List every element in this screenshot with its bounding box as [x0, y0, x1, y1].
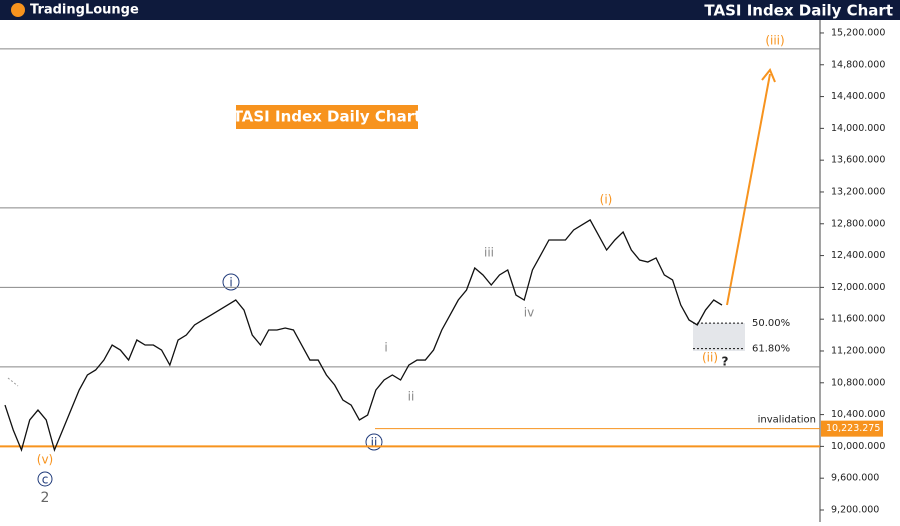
y-tick-label: 14,800.000 [831, 59, 885, 70]
y-tick-label: 12,000.000 [831, 282, 885, 293]
header-title: TASI Index Daily Chart [704, 2, 893, 20]
y-tick-label: 12,400.000 [831, 250, 885, 261]
y-tick-label: 9,600.000 [831, 473, 879, 484]
wave-label: i [384, 341, 387, 355]
logo: TradingLounge [30, 3, 139, 18]
arrow-head [761, 68, 776, 83]
y-tick-label: 14,000.000 [831, 123, 885, 134]
logo-icon [11, 3, 25, 17]
wave-label: (ii) [702, 351, 718, 365]
wave-circle [222, 273, 240, 291]
y-tick-label: 9,200.000 [831, 504, 879, 515]
y-tick-label: 13,600.000 [831, 155, 885, 166]
invalidation-label: invalidation [758, 415, 816, 426]
fib-label: 61.80% [752, 344, 790, 355]
wave-label: iii [484, 246, 494, 260]
y-tick-label: 11,600.000 [831, 314, 885, 325]
target-zone [693, 323, 745, 351]
wave-label: ii [371, 436, 378, 450]
wave-circle [37, 471, 53, 487]
fib-label: 50.00% [752, 318, 790, 329]
invalidation-value: 10,223.275 [826, 423, 880, 434]
y-tick-label: 11,200.000 [831, 345, 885, 356]
y-tick-label: 10,000.000 [831, 441, 885, 452]
price-line [4, 219, 723, 453]
y-tick-label: 13,200.000 [831, 186, 885, 197]
header-bar [0, 0, 900, 20]
wave-label: (iii) [765, 34, 784, 48]
wave-label: 2 [41, 490, 50, 506]
projection [726, 73, 771, 306]
wave-label: (v) [37, 453, 53, 467]
wave-label: iv [524, 306, 534, 320]
y-tick-label: 15,200.000 [831, 27, 885, 38]
y-tick-label: 10,400.000 [831, 409, 885, 420]
trend-stub [7, 377, 19, 387]
invalidation-tag [821, 420, 883, 437]
wave-label: (i) [600, 193, 613, 207]
title-box [236, 105, 418, 129]
y-tick-label: 10,800.000 [831, 377, 885, 388]
wave-label: c [42, 473, 49, 487]
y-tick-label: 12,800.000 [831, 218, 885, 229]
wave-label: i [229, 276, 232, 290]
wave-label: ? [722, 355, 729, 369]
wave-circle [365, 433, 383, 451]
chart-title: TASI Index Daily Chart [233, 108, 422, 126]
wave-label: ii [408, 390, 415, 404]
y-tick-label: 14,400.000 [831, 91, 885, 102]
